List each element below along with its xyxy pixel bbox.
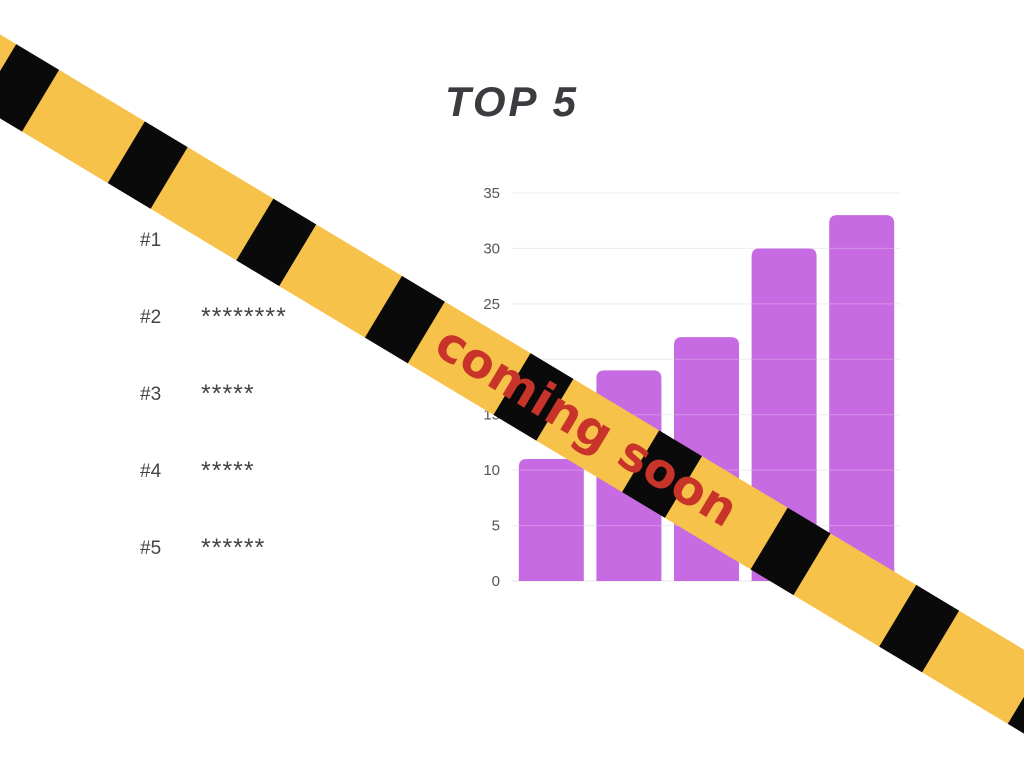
bar xyxy=(518,459,584,581)
y-tick-label: 35 xyxy=(483,185,500,202)
y-tick-label: 25 xyxy=(483,296,500,313)
y-tick-label: 0 xyxy=(492,573,500,590)
y-tick-label: 20 xyxy=(483,351,500,368)
y-tick-label: 5 xyxy=(492,518,500,535)
bar xyxy=(829,215,895,581)
y-tick-label: 10 xyxy=(483,462,500,479)
y-tick-label: 15 xyxy=(483,407,500,424)
y-tick-label: 30 xyxy=(483,240,500,257)
bar xyxy=(596,370,662,581)
bar xyxy=(674,337,739,581)
